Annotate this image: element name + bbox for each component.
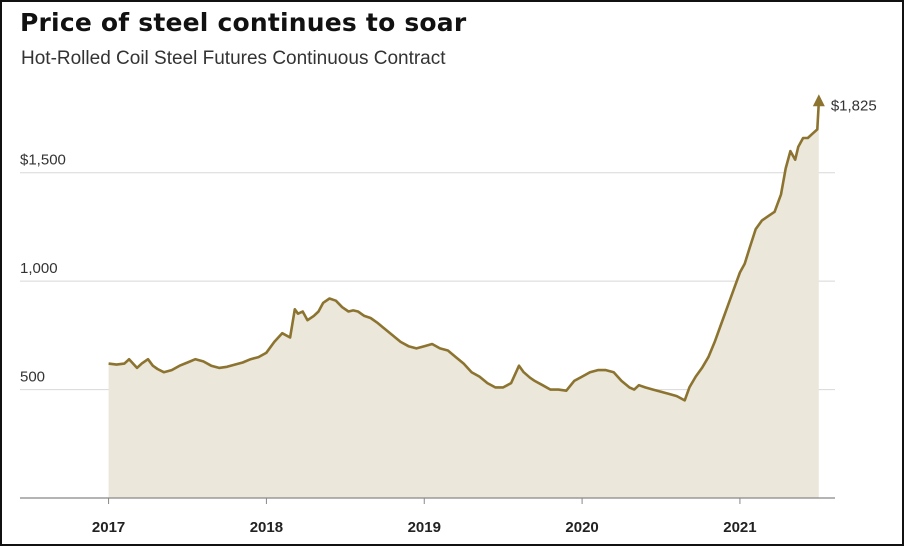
x-tick-label: 2021 (723, 519, 756, 536)
x-tick-label: 2019 (408, 519, 441, 536)
y-tick-label: $1,500 (20, 152, 66, 169)
chart-subtitle: Hot-Rolled Coil Steel Futures Continuous… (21, 48, 446, 69)
x-tick-label: 2018 (250, 519, 283, 536)
end-arrow-icon (812, 94, 825, 107)
x-tick-label: 2017 (92, 519, 125, 536)
series-line (108, 102, 821, 402)
series-area (108, 102, 819, 499)
y-tick-label: 1,000 (20, 260, 58, 277)
y-tick-label: 500 (20, 369, 45, 386)
end-value-label: $1,825 (831, 97, 877, 114)
chart-title: Price of steel continues to soar (20, 8, 467, 37)
x-tick-label: 2020 (565, 519, 598, 536)
